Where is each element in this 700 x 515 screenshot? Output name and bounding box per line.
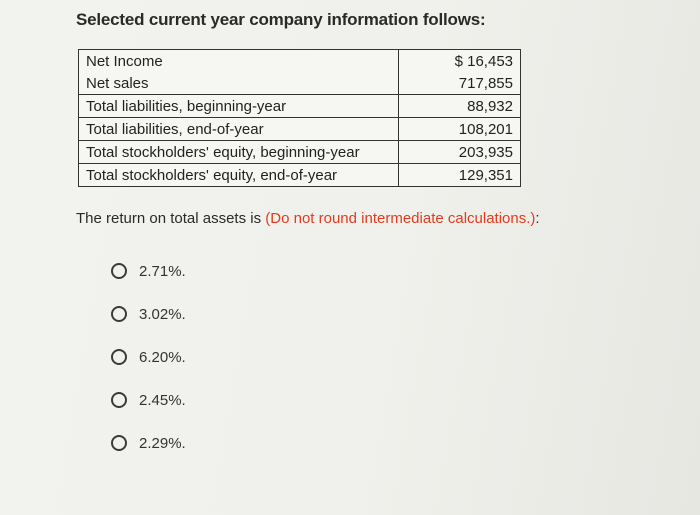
row-value-equity-end: 129,351 xyxy=(398,163,521,187)
row-value-net-income: $ 16,453 xyxy=(398,49,521,72)
radio-icon[interactable] xyxy=(111,306,127,322)
question-note: (Do not round intermediate calculations.… xyxy=(265,210,536,227)
answer-option-3[interactable]: 6.20%. xyxy=(111,346,186,368)
row-label-net-sales: Net sales xyxy=(78,72,399,95)
answer-label[interactable]: 6.20%. xyxy=(139,348,186,366)
row-value-liabilities-beginning: 88,932 xyxy=(398,94,521,118)
table-row: Net sales 717,855 xyxy=(78,72,521,95)
table-row: Total stockholders' equity, beginning-ye… xyxy=(78,140,521,164)
question-text: The return on total assets is (Do not ro… xyxy=(76,210,540,227)
table-row: Net Income $ 16,453 xyxy=(78,49,521,72)
row-label-liabilities-end: Total liabilities, end-of-year xyxy=(78,117,399,141)
answer-options: 2.71%. 3.02%. 6.20%. 2.45%. 2.29%. xyxy=(111,260,186,475)
answer-label[interactable]: 2.71%. xyxy=(139,262,186,280)
table-row: Total liabilities, beginning-year 88,932 xyxy=(78,94,521,118)
row-value-equity-beginning: 203,935 xyxy=(398,140,521,164)
answer-label[interactable]: 2.29%. xyxy=(139,434,186,452)
question-stem: The return on total assets is xyxy=(76,210,266,227)
table-row: Total stockholders' equity, end-of-year … xyxy=(78,163,521,187)
row-label-liabilities-beginning: Total liabilities, beginning-year xyxy=(78,94,399,118)
row-label-equity-beginning: Total stockholders' equity, beginning-ye… xyxy=(78,140,399,164)
answer-label[interactable]: 3.02%. xyxy=(139,305,186,323)
answer-option-2[interactable]: 3.02%. xyxy=(111,303,186,325)
radio-icon[interactable] xyxy=(111,392,127,408)
answer-option-5[interactable]: 2.29%. xyxy=(111,432,186,454)
intro-text: Selected current year company informatio… xyxy=(76,10,486,29)
row-value-net-sales: 717,855 xyxy=(398,72,521,95)
row-value-liabilities-end: 108,201 xyxy=(398,117,521,141)
radio-icon[interactable] xyxy=(111,349,127,365)
table-row: Total liabilities, end-of-year 108,201 xyxy=(78,117,521,141)
row-label-net-income: Net Income xyxy=(78,49,399,72)
row-label-equity-end: Total stockholders' equity, end-of-year xyxy=(78,163,399,187)
answer-label[interactable]: 2.45%. xyxy=(139,391,186,409)
question-suffix: : xyxy=(535,210,540,227)
radio-icon[interactable] xyxy=(111,435,127,451)
answer-option-4[interactable]: 2.45%. xyxy=(111,389,186,411)
radio-icon[interactable] xyxy=(111,263,127,279)
company-info-table: Net Income $ 16,453 Net sales 717,855 To… xyxy=(78,49,521,187)
answer-option-1[interactable]: 2.71%. xyxy=(111,260,186,282)
